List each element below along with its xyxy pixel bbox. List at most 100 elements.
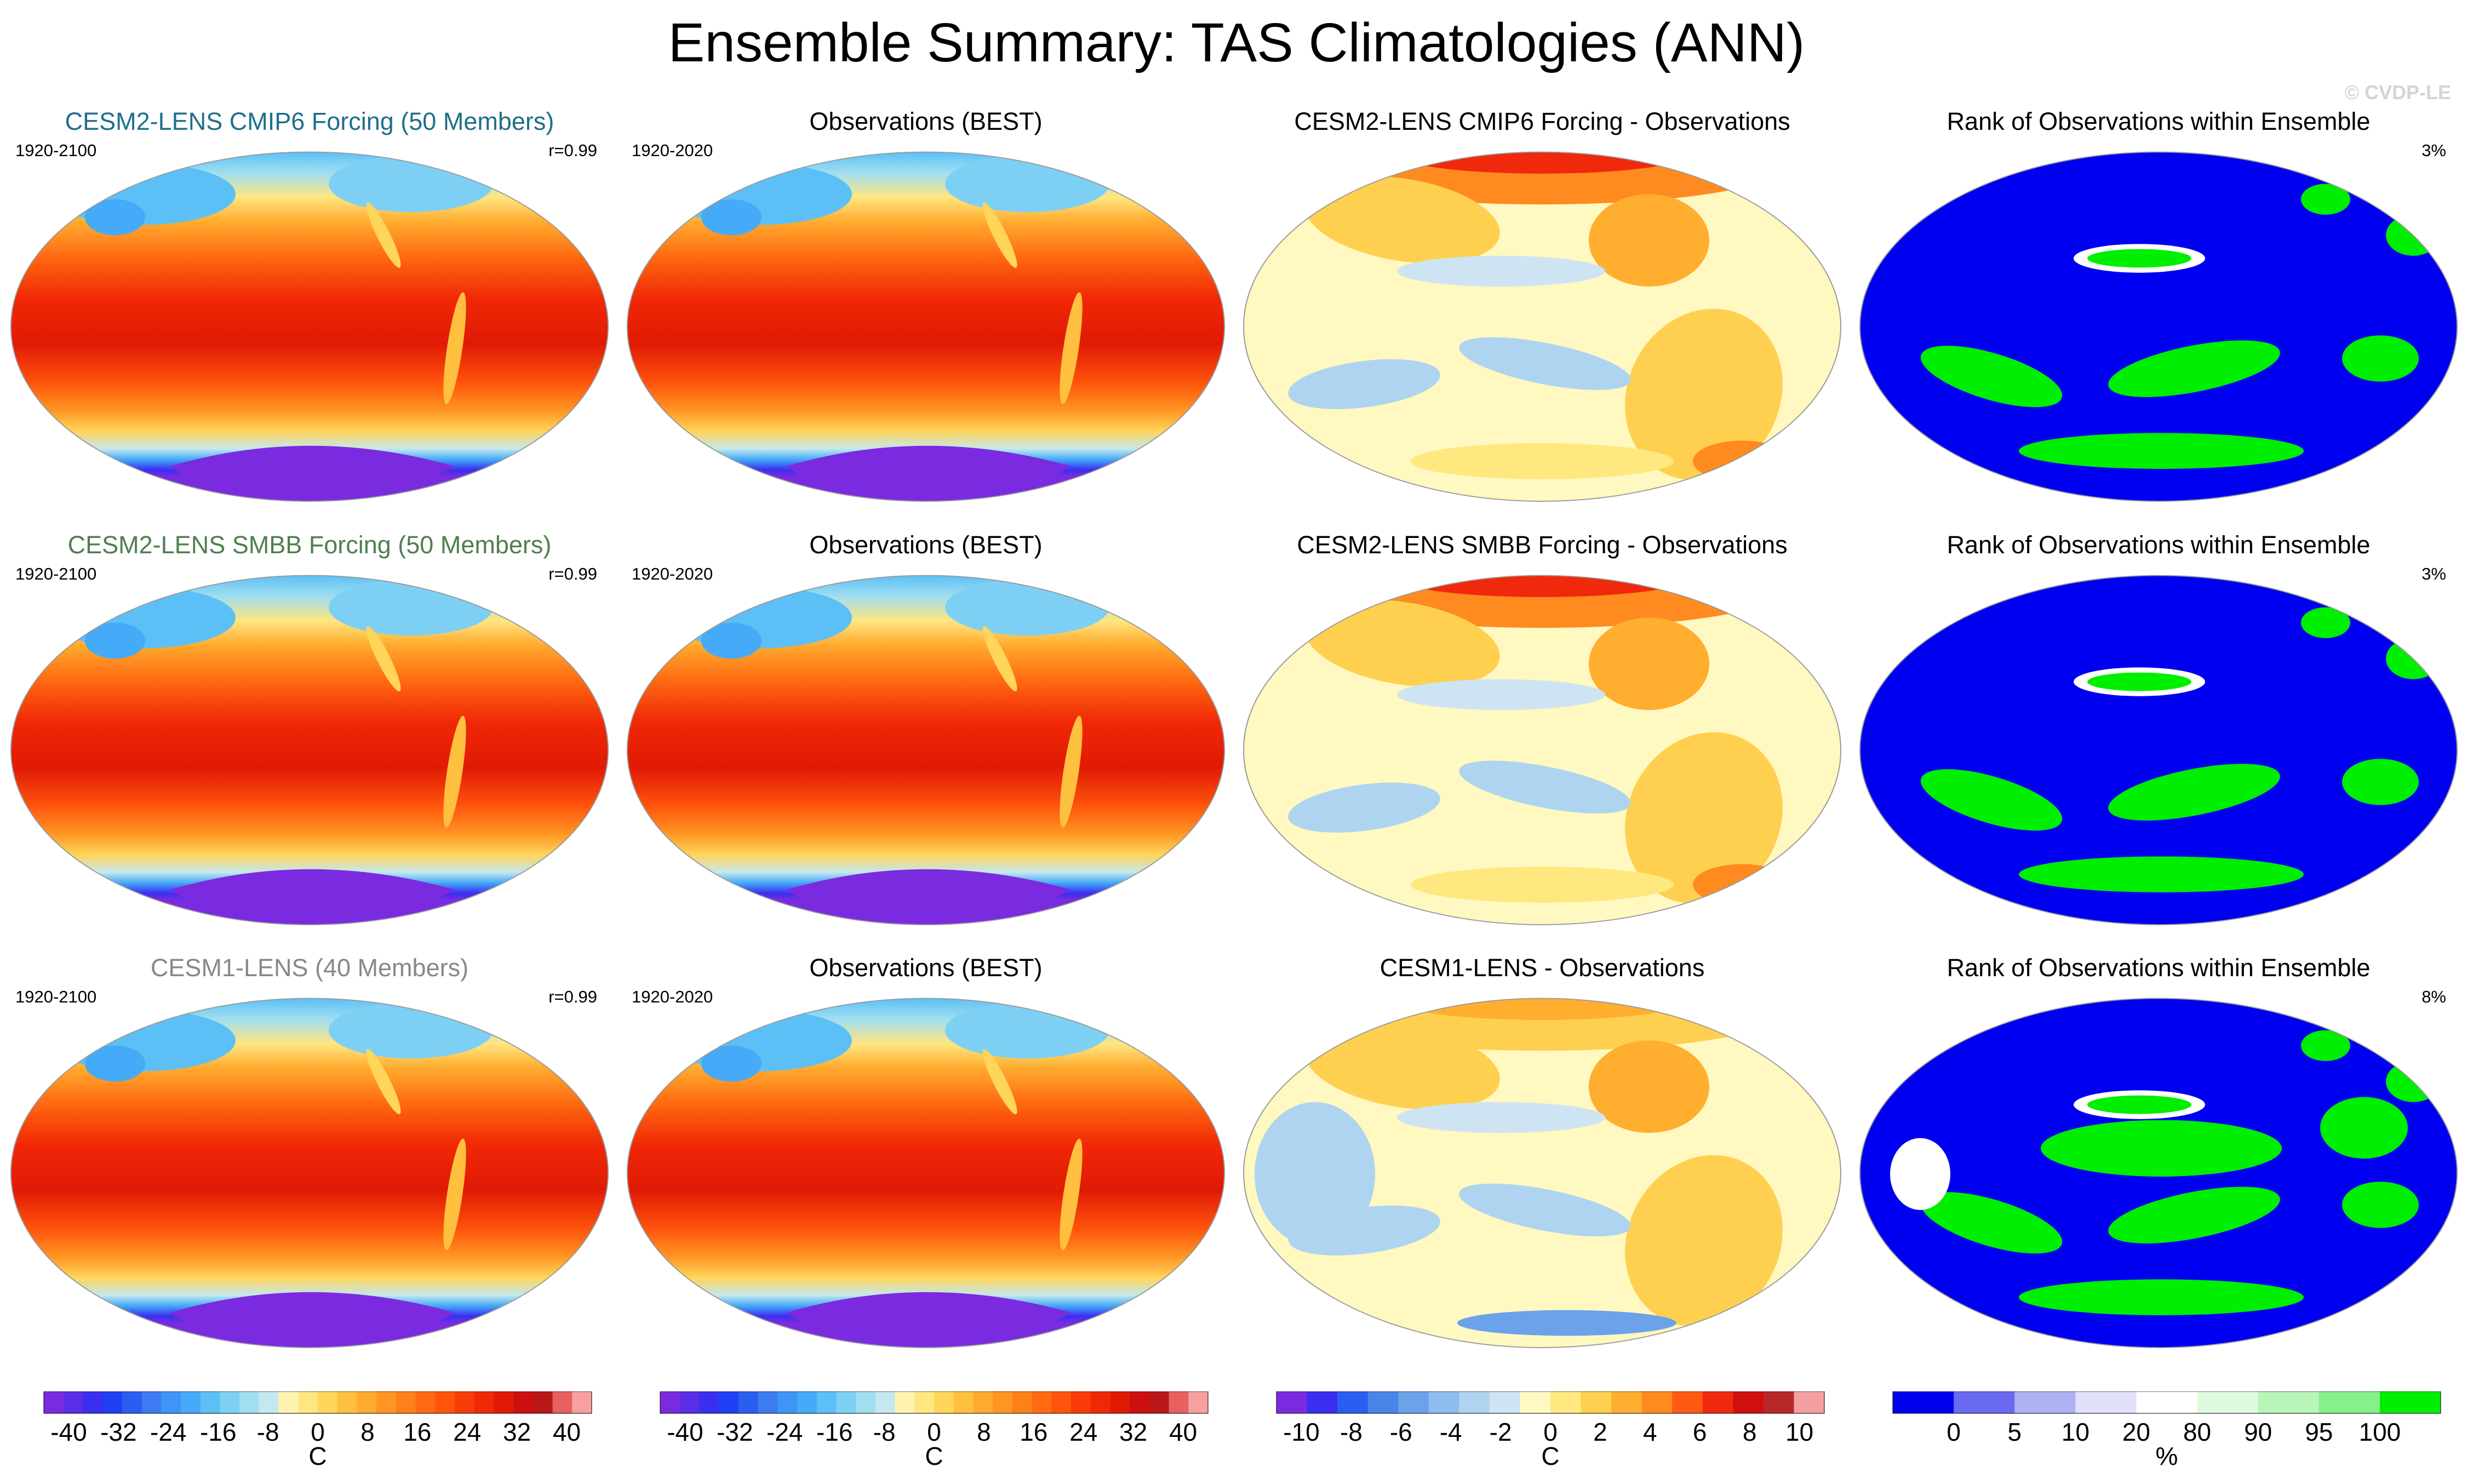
colorbar-swatch [1337, 1391, 1369, 1413]
colorbar-tick-label: 8 [1743, 1418, 1757, 1446]
map-climo [627, 575, 1225, 925]
colorbar-swatch [44, 1391, 64, 1413]
colorbar-tick-label: 2 [1593, 1418, 1607, 1446]
colorbar-swatch [719, 1391, 739, 1413]
colorbar-swatch [513, 1391, 534, 1413]
colorbar-frame [1892, 1391, 2441, 1414]
antarctica-cold-region [170, 869, 455, 925]
colorbar-swatch [1276, 1391, 1308, 1413]
colorbar-tick-label: 6 [1693, 1418, 1707, 1446]
map-panel-r3-c1: CESM1-LENS (40 Members) 1920-2100 r=0.99 [5, 953, 614, 1364]
temperature-field [627, 998, 1224, 1348]
temperature-field [627, 575, 1224, 925]
cold-region-north-america [329, 1002, 493, 1059]
panel-title: Rank of Observations within Ensemble [1947, 954, 2371, 982]
colorbar-graphic: -40 -32 -24 -16 -8 0 8 16 24 32 40 [660, 1391, 1209, 1446]
north-america-anomaly [1589, 617, 1709, 711]
colorbar-tick-label: 100 [2359, 1418, 2401, 1446]
colorbar-tick-label: 32 [1119, 1418, 1147, 1446]
colorbar-units: C [925, 1442, 943, 1470]
colorbar-swatch [1428, 1391, 1459, 1413]
rockies-streak [366, 202, 401, 268]
climatology-colorbar-2: -40 -32 -24 -16 -8 0 8 16 24 32 40 C [655, 1391, 1246, 1479]
map-panel-r3-c2: Observations (BEST) 1920-2020 [622, 953, 1230, 1364]
map-panel-r2-c4: Rank of Observations within Ensemble 3% [1854, 530, 2463, 941]
colorbar-swatch [1893, 1391, 1954, 1413]
colorbar-swatch [1550, 1391, 1582, 1413]
map-outline [1859, 151, 2458, 502]
colorbar-tick-label: 32 [503, 1418, 531, 1446]
andes-streak [1060, 292, 1083, 404]
panel-period-label: 1920-2020 [632, 141, 713, 160]
colorbar-units: C [308, 1442, 327, 1470]
colorbar-swatch [816, 1391, 837, 1413]
colorbar-tick-label: -24 [766, 1418, 803, 1446]
south-pacific-cool [1459, 337, 1631, 390]
colorbar-swatch [1367, 1391, 1399, 1413]
map-outline [627, 151, 1225, 502]
colorbar-swatch [1733, 1391, 1764, 1413]
cold-region-north-america [329, 156, 493, 213]
colorbar-swatch [63, 1391, 83, 1413]
map-outline [1859, 998, 2458, 1348]
figure-title: Ensemble Summary: TAS Climatologies (ANN… [668, 12, 1805, 73]
difference-colorbar: -10 -8 -6 -4 -2 0 2 4 6 8 10 C [1271, 1391, 1863, 1479]
colorbar-swatch [1611, 1391, 1642, 1413]
rank-field [1860, 152, 2457, 501]
colorbar-frame [43, 1391, 592, 1414]
west-cool-region [1255, 1102, 1375, 1246]
colorbar-swatch [1130, 1391, 1150, 1413]
colorbar-swatch [572, 1391, 592, 1413]
map-panel-r3-c3: CESM1-LENS - Observations [1238, 953, 1846, 1364]
rank-colorbar: 0 5 10 20 80 90 95 100% [1887, 1391, 2473, 1479]
map-outline [10, 998, 609, 1348]
south-atlantic-green-rank [2342, 759, 2419, 805]
colorbar-swatch [278, 1391, 299, 1413]
rockies-streak [366, 1048, 401, 1115]
panel-period-label: 1920-2020 [632, 564, 713, 583]
antarctica-cold-region [786, 445, 1071, 501]
map-outline [10, 575, 609, 925]
north-america-anomaly [1589, 194, 1709, 287]
colorbar-swatch [1169, 1391, 1189, 1413]
cold-region-tibet [701, 1045, 762, 1082]
southern-ocean-band [1411, 867, 1674, 903]
panel-title: CESM1-LENS (40 Members) [150, 954, 469, 982]
colorbar-swatch [1489, 1391, 1520, 1413]
asia-warm-anomaly [1305, 1022, 1500, 1110]
map-climo [627, 998, 1225, 1348]
colorbar-swatch [2075, 1391, 2137, 1413]
map-panel-r1-c3: CESM2-LENS CMIP6 Forcing - Observations [1238, 107, 1846, 518]
map-rank [1859, 998, 2458, 1348]
map-outline [627, 998, 1225, 1348]
asia-warm-anomaly [1305, 599, 1500, 687]
south-pacific-green-rank [2108, 764, 2280, 821]
colorbar-swatch [2197, 1391, 2259, 1413]
antarctica-cold-region [786, 869, 1071, 925]
colorbar-frame [660, 1391, 1209, 1414]
indian-ocean-green-rank [1920, 346, 2063, 408]
southern-ocean-green-rank [2019, 856, 2304, 892]
greenland-green-rank [2301, 607, 2350, 638]
south-america-anomaly [1625, 1155, 1783, 1327]
colorbar-swatch [1763, 1391, 1794, 1413]
rockies-streak [366, 626, 401, 692]
colorbar-swatch [455, 1391, 475, 1413]
panel-period-label: 1920-2100 [15, 987, 97, 1006]
colorbar-swatch [1032, 1391, 1052, 1413]
colorbar-swatch [200, 1391, 220, 1413]
colorbar-tick-label: 10 [2062, 1418, 2090, 1446]
indian-ocean-green-rank [1920, 1192, 2063, 1254]
colorbar-swatch [259, 1391, 279, 1413]
colorbar-tick-label: 95 [2305, 1418, 2333, 1446]
colorbar-swatch [337, 1391, 357, 1413]
panel-stat-label: r=0.99 [548, 141, 597, 160]
colorbar-tick-label: 80 [2183, 1418, 2211, 1446]
colorbar-swatch [660, 1391, 680, 1413]
colorbar-tick-label: 90 [2244, 1418, 2272, 1446]
colorbar-swatch [777, 1391, 798, 1413]
colorbar-tick-label: -16 [200, 1418, 236, 1446]
andes-streak [443, 292, 466, 404]
panel-stat-label: 3% [2422, 141, 2446, 160]
colorbar-swatch [318, 1391, 338, 1413]
